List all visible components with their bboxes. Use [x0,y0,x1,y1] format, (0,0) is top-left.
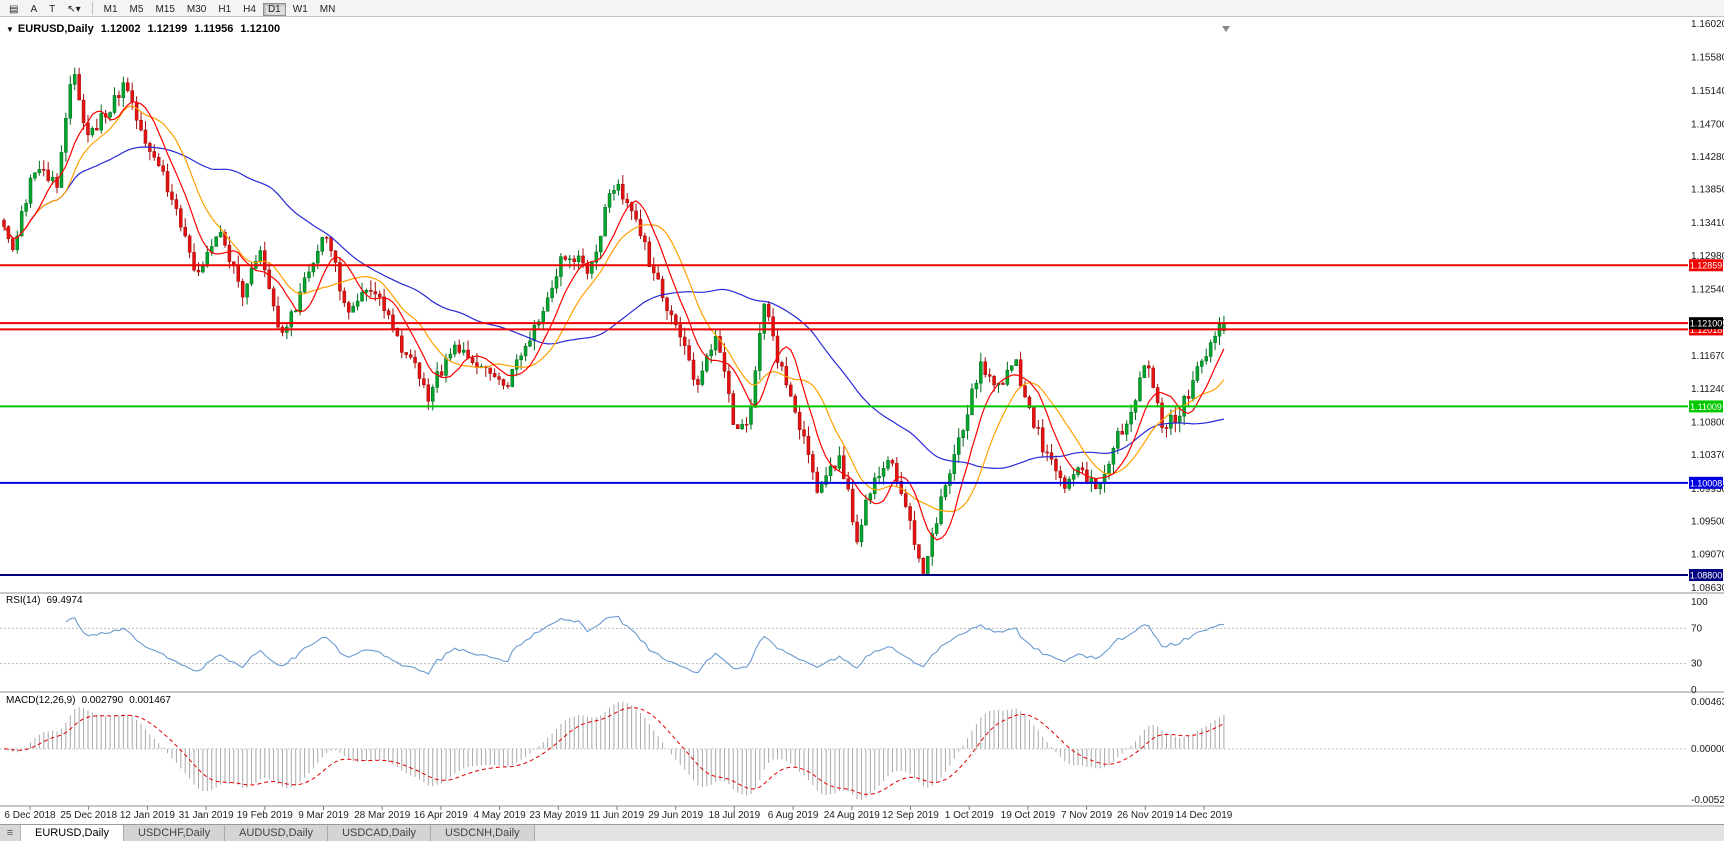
date-axis-label: 24 Aug 2019 [824,810,881,821]
chart-tab-usdcad[interactable]: USDCAD,Daily [328,825,432,841]
date-axis-label: 18 Jul 2019 [709,810,761,821]
timeframe-button-m30[interactable]: M30 [186,4,207,15]
price-axis-label: 1.12980 [1691,251,1724,262]
rsi-axis-label: 0 [1691,685,1697,696]
hline-price-label-box [1689,259,1723,272]
hline-price-label-box [1689,569,1723,582]
tab-list-icon[interactable]: ≡ [0,825,21,841]
price-axis-label: 1.15580 [1691,53,1724,64]
moving-average-15 [3,105,1225,513]
timeframe-button-m15[interactable]: M15 [155,4,175,15]
date-axis-label: 26 Nov 2019 [1117,810,1174,821]
date-axis-label: 28 Mar 2019 [354,810,411,821]
price-axis-label: 1.16020 [1691,19,1724,30]
moving-average-48 [3,146,1225,470]
date-axis-label: 1 Oct 2019 [945,810,994,821]
date-axis-label: 4 May 2019 [473,810,526,821]
candlestick-series [2,67,1226,576]
text-tool-button[interactable]: T [49,4,56,15]
price-axis-label: 1.09500 [1691,517,1724,528]
macd-histogram [7,702,1225,800]
macd-axis-label: 0.00000 [1691,744,1724,755]
macd-axis-label: -0.00529 [1691,795,1724,806]
price-axis-label: 1.08630 [1691,583,1724,594]
date-axis-label: 19 Feb 2019 [237,810,294,821]
price-axis-label: 1.14700 [1691,120,1724,131]
chart-window[interactable]: 1.16020 1.15580 1.15140 1.14700 1.14280 1.138… [0,18,1724,824]
date-axis-label: 6 Aug 2019 [768,810,819,821]
chart-shift-marker-icon[interactable] [1222,26,1230,32]
date-axis-label: 12 Sep 2019 [882,810,939,821]
hline-price-label: 1.10008 [1690,478,1723,488]
price-axis-label: 1.12540 [1691,285,1724,296]
price-axis-label: 1.13410 [1691,218,1724,229]
date-axis-label: 9 Mar 2019 [298,810,349,821]
current-price-label-box [1689,317,1723,330]
date-axis-label: 16 Apr 2019 [414,810,468,821]
date-axis-label: 25 Dec 2018 [60,810,117,821]
current-price-label: 1.12100 [1690,319,1723,329]
date-axis-label: 29 Jun 2019 [648,810,703,821]
chart-tab-usdchf[interactable]: USDCHF,Daily [123,825,226,841]
price-axis-label: 1.10370 [1691,450,1724,461]
date-axis-label: 6 Dec 2018 [4,810,56,821]
hline-price-label-box [1689,400,1723,413]
rsi-axis-label: 70 [1691,623,1703,634]
chart-tab-usdcnh[interactable]: USDCNH,Daily [431,825,535,841]
hline-price-label: 1.11009 [1690,402,1722,412]
timeframe-button-h4[interactable]: H4 [243,4,256,15]
toolbar-separator [91,1,93,15]
hline-price-label: 1.08800 [1690,571,1723,581]
timeframe-button-w1[interactable]: W1 [292,4,308,15]
price-axis-label: 1.09930 [1691,484,1724,495]
moving-average-8 [3,100,1225,541]
rsi-axis-label: 100 [1691,597,1708,608]
price-axis-label: 1.09070 [1691,549,1724,560]
cursor-tool-button[interactable]: ↖▾ [67,4,81,15]
chart-canvas[interactable]: 1.16020 1.15580 1.15140 1.14700 1.14280 1.138… [0,18,1724,824]
date-axis-label: 23 May 2019 [529,810,587,821]
timeframe-button-d1[interactable]: D1 [262,3,286,16]
date-axis-label: 12 Jan 2019 [120,810,175,821]
macd-axis-label: 0.00463 [1691,697,1724,708]
toolbar: ▤ A T ↖▾ M1 M5 M15 M30 H1 H4 D1 W1 MN [0,0,1724,17]
rsi-axis-label: 30 [1691,659,1703,670]
chart-tab-eurusd[interactable]: EURUSD,Daily [21,825,124,841]
hline-price-label-box [1689,476,1723,489]
date-axis-label: 7 Nov 2019 [1061,810,1113,821]
price-axis-label: 1.11240 [1691,384,1724,395]
hline-price-label: 1.12018 [1690,325,1723,335]
price-axis-label: 1.15140 [1691,86,1724,97]
chart-tab-audusd[interactable]: AUDUSD,Daily [225,825,329,841]
price-axis-label: 1.11670 [1691,351,1724,362]
date-axis-label: 19 Oct 2019 [1001,810,1056,821]
date-axis-label: 14 Dec 2019 [1176,810,1233,821]
price-axis-label: 1.13850 [1691,185,1724,196]
price-axis-label: 1.14280 [1691,152,1724,163]
timeframe-button-mn[interactable]: MN [319,4,336,15]
date-axis-label: 11 Jun 2019 [590,810,645,821]
hline-price-label: 1.12859 [1690,261,1723,271]
rsi-line [65,615,1224,675]
chart-tabs-bar: ≡ EURUSD,Daily USDCHF,Daily AUDUSD,Daily US… [0,824,1724,841]
price-axis-label: 1.10800 [1691,417,1724,428]
bar-chart-button[interactable]: ▤ [9,4,19,15]
date-axis-label: 31 Jan 2019 [179,810,234,821]
timeframe-button-m1[interactable]: M1 [103,4,118,15]
annotation-a-button[interactable]: A [30,4,38,15]
timeframe-button-h1[interactable]: H1 [218,4,232,15]
timeframe-button-m5[interactable]: M5 [129,4,144,15]
